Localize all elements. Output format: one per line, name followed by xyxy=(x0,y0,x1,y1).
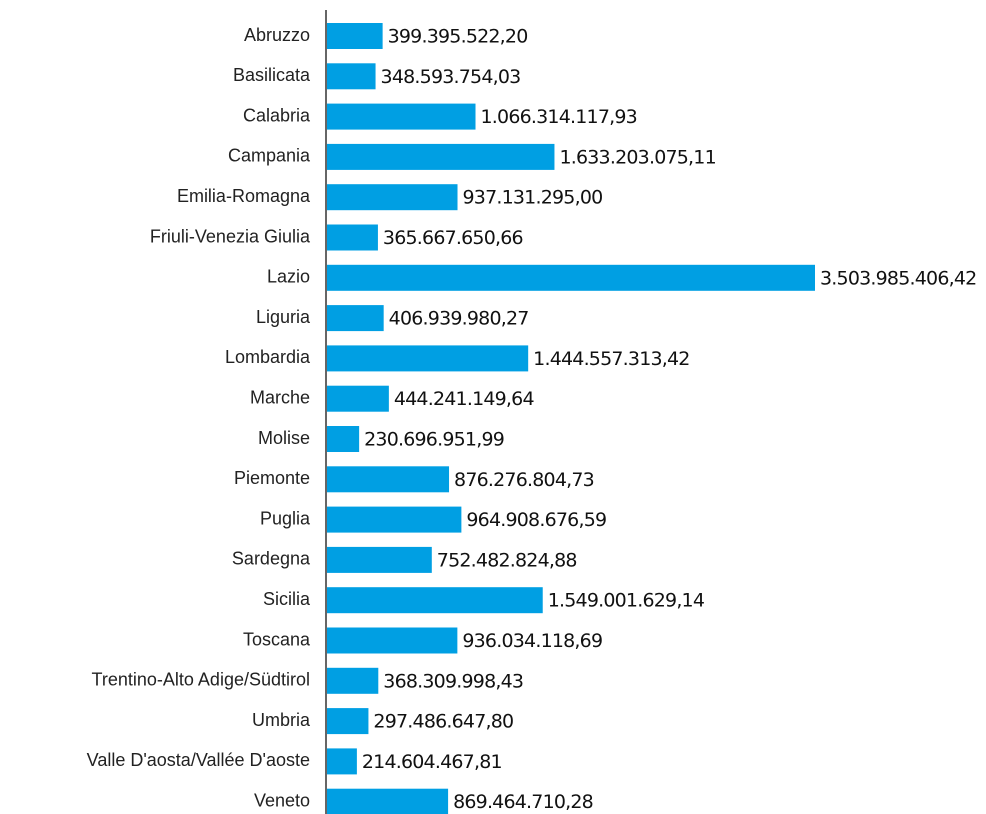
bar xyxy=(327,506,462,533)
bar xyxy=(327,305,384,332)
bar xyxy=(327,587,543,614)
category-label: Emilia-Romagna xyxy=(177,186,311,206)
bar xyxy=(327,264,815,291)
value-label: 876.276.804,73 xyxy=(454,469,594,491)
category-label: Lazio xyxy=(267,267,310,287)
category-label: Basilicata xyxy=(233,65,311,85)
bar xyxy=(327,345,529,372)
category-label: Liguria xyxy=(256,307,311,327)
value-label: 1.549.001.629,14 xyxy=(548,590,705,612)
category-label: Molise xyxy=(258,428,310,448)
bar xyxy=(327,224,378,251)
bar xyxy=(327,748,357,775)
bar xyxy=(327,23,383,49)
value-label: 869.464.710,28 xyxy=(453,791,593,813)
value-label: 937.131.295,00 xyxy=(463,187,603,209)
bar xyxy=(327,63,376,90)
value-label: 297.486.647,80 xyxy=(373,711,513,733)
value-label: 3.503.985.406,42 xyxy=(820,267,976,289)
bar xyxy=(327,627,458,654)
value-label: 368.309.998,43 xyxy=(383,670,523,692)
value-label: 752.482.824,88 xyxy=(437,549,577,571)
category-label: Lombardia xyxy=(225,347,311,367)
value-label: 365.667.650,66 xyxy=(383,227,523,249)
value-label: 444.241.149,64 xyxy=(394,388,535,410)
category-label: Friuli-Venezia Giulia xyxy=(150,226,311,246)
bar xyxy=(327,385,389,412)
value-label: 936.034.118,69 xyxy=(462,630,602,652)
value-label: 406.939.980,27 xyxy=(389,308,529,330)
category-label: Abruzzo xyxy=(244,25,310,45)
category-label: Veneto xyxy=(254,790,310,810)
bar xyxy=(327,546,432,573)
value-label: 230.696.951,99 xyxy=(364,429,504,451)
category-label: Piemonte xyxy=(234,468,310,488)
value-label: 1.444.557.313,42 xyxy=(533,348,689,370)
category-label: Campania xyxy=(228,146,311,166)
bar xyxy=(327,426,360,452)
bar xyxy=(327,466,450,493)
bar xyxy=(327,184,458,211)
value-label: 348.593.754,03 xyxy=(381,66,521,88)
category-label: Trentino-Alto Adige/Südtirol xyxy=(92,670,310,690)
category-label: Toscana xyxy=(243,629,311,649)
value-label: 214.604.467,81 xyxy=(362,751,502,773)
bar xyxy=(327,708,369,735)
category-label: Sardegna xyxy=(232,549,311,569)
category-label: Umbria xyxy=(252,710,311,730)
bar xyxy=(327,143,555,170)
bar xyxy=(327,788,449,814)
category-label: Puglia xyxy=(260,508,311,528)
bar xyxy=(327,667,379,694)
value-label: 1.633.203.075,11 xyxy=(559,146,715,168)
bar xyxy=(327,103,476,130)
category-label: Calabria xyxy=(243,105,311,125)
value-label: 399.395.522,20 xyxy=(388,26,528,48)
category-label: Sicilia xyxy=(263,589,311,609)
category-label: Marche xyxy=(250,387,310,407)
value-label: 964.908.676,59 xyxy=(466,509,606,531)
category-label: Valle D'aosta/Vallée D'aoste xyxy=(87,750,310,770)
value-label: 1.066.314.117,93 xyxy=(481,106,637,128)
